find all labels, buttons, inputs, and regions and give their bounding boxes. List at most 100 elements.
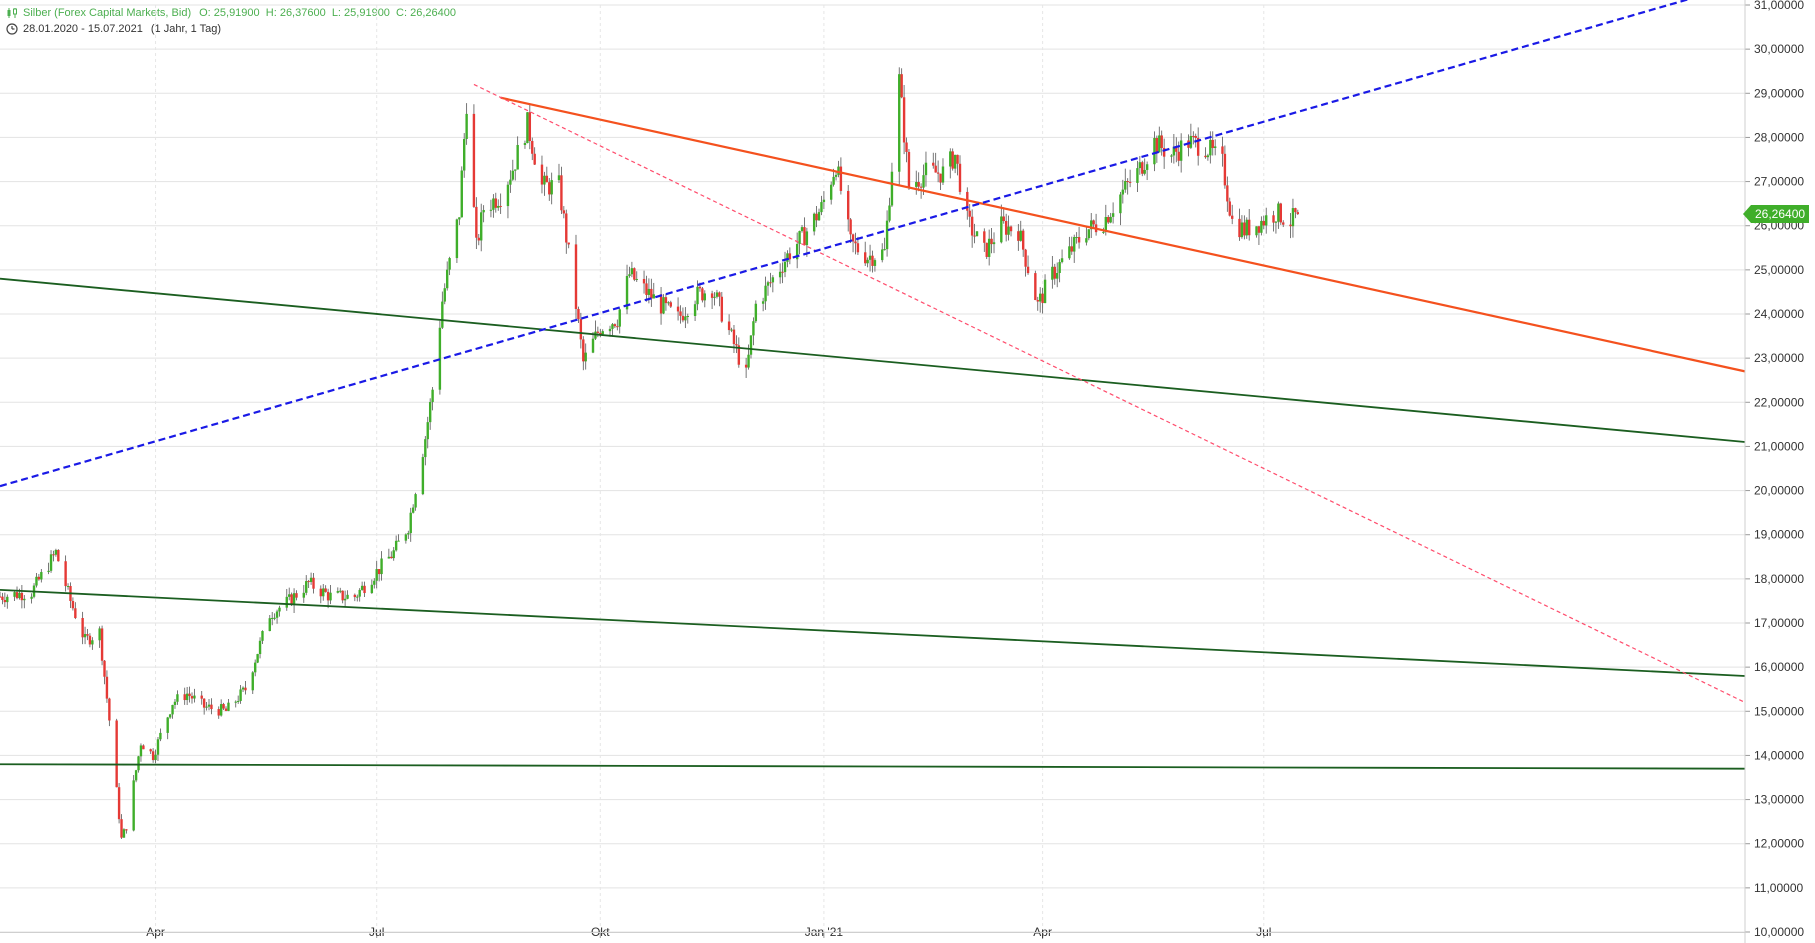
candle-down (353, 594, 357, 598)
candle-up (761, 301, 765, 304)
candle-up (591, 338, 595, 353)
candle-down (968, 210, 971, 217)
candle-down (1228, 201, 1231, 216)
candle-up (601, 331, 604, 335)
candle-up (455, 219, 459, 259)
candle-up (1073, 237, 1076, 252)
candle-up (346, 594, 349, 599)
candle-up (409, 512, 412, 534)
candle-up (414, 494, 417, 508)
candle-down (1296, 212, 1300, 215)
candle-up (509, 179, 512, 185)
y-tick-label: 28,00000 (1754, 130, 1804, 144)
candle-up (754, 303, 758, 322)
candle-up (251, 672, 254, 691)
y-tick-label: 31,00000 (1754, 0, 1804, 12)
candle-up (360, 585, 364, 590)
candle-down (596, 331, 600, 333)
y-tick-label: 29,00000 (1754, 86, 1804, 100)
candle-down (149, 749, 152, 752)
candle-up (771, 277, 775, 283)
candle-down (341, 590, 344, 601)
candle-down (567, 242, 570, 245)
candle-down (718, 292, 721, 297)
candle-up (407, 533, 410, 535)
candle-up (684, 316, 687, 321)
candle-up (786, 253, 789, 262)
candle-down (475, 206, 478, 238)
candle-up (1087, 229, 1091, 239)
candle-down (477, 237, 480, 241)
candle-down (582, 339, 585, 362)
candle-up (219, 704, 223, 716)
candle-up (137, 756, 140, 771)
candlestick-icon (7, 8, 17, 18)
candle-down (183, 694, 186, 701)
candle-up (696, 286, 699, 305)
candle-up (159, 732, 162, 740)
candle-down (117, 787, 121, 820)
candle-down (871, 255, 874, 266)
candle-up (625, 275, 629, 310)
candle-down (1221, 146, 1224, 154)
candle-up (236, 700, 240, 702)
candle-up (686, 315, 689, 317)
candle-up (358, 589, 361, 597)
candle-up (83, 634, 87, 638)
candle-up (778, 271, 782, 278)
y-tick-label: 18,00000 (1754, 572, 1804, 586)
candle-up (431, 389, 434, 403)
candle-up (258, 640, 262, 655)
candle-down (200, 695, 203, 699)
candle-down (1223, 153, 1227, 186)
candle-down (88, 635, 92, 645)
candle-up (193, 695, 196, 699)
candle-up (6, 596, 9, 603)
candle-down (985, 242, 988, 257)
candle-down (1211, 139, 1214, 149)
candle-up (1265, 215, 1268, 226)
candle-up (885, 220, 889, 250)
candle-down (312, 577, 315, 589)
candle-down (1243, 222, 1246, 236)
candle-down (125, 829, 128, 831)
candle-down (973, 235, 976, 237)
candle-down (676, 306, 680, 312)
candle-up (156, 739, 160, 755)
period-row: 28.01.2020 - 15.07.2021 (1 Jahr, 1 Tag) (6, 21, 456, 37)
candle-down (681, 315, 685, 321)
candle-down (37, 576, 41, 580)
candle-up (122, 829, 126, 838)
candle-down (698, 286, 702, 289)
candle-up (253, 662, 257, 673)
y-tick-label: 11,00000 (1754, 881, 1803, 895)
candle-down (1262, 220, 1265, 226)
candle-down (851, 234, 855, 242)
candle-up (1143, 169, 1146, 174)
candle-up (273, 617, 276, 619)
candle-up (1277, 203, 1280, 222)
candle-down (1194, 135, 1197, 138)
candle-up (1213, 146, 1217, 149)
candle-up (506, 184, 510, 207)
candle-down (958, 163, 962, 192)
candle-up (421, 457, 425, 495)
y-tick-label: 25,00000 (1754, 263, 1804, 277)
candle-down (1004, 221, 1008, 235)
candle-down (669, 302, 672, 307)
candle-up (890, 171, 894, 206)
candle-down (803, 227, 806, 246)
candle-up (497, 205, 500, 208)
candle-up (550, 180, 553, 195)
candle-up (798, 231, 801, 245)
candle-down (531, 140, 534, 154)
candle-down (64, 561, 67, 587)
candle-down (737, 345, 741, 365)
candle-up (98, 628, 101, 641)
candle-down (856, 243, 860, 253)
candle-down (548, 182, 551, 195)
y-tick-label: 21,00000 (1754, 439, 1804, 453)
candle-down (839, 166, 843, 191)
candle-down (907, 151, 911, 187)
